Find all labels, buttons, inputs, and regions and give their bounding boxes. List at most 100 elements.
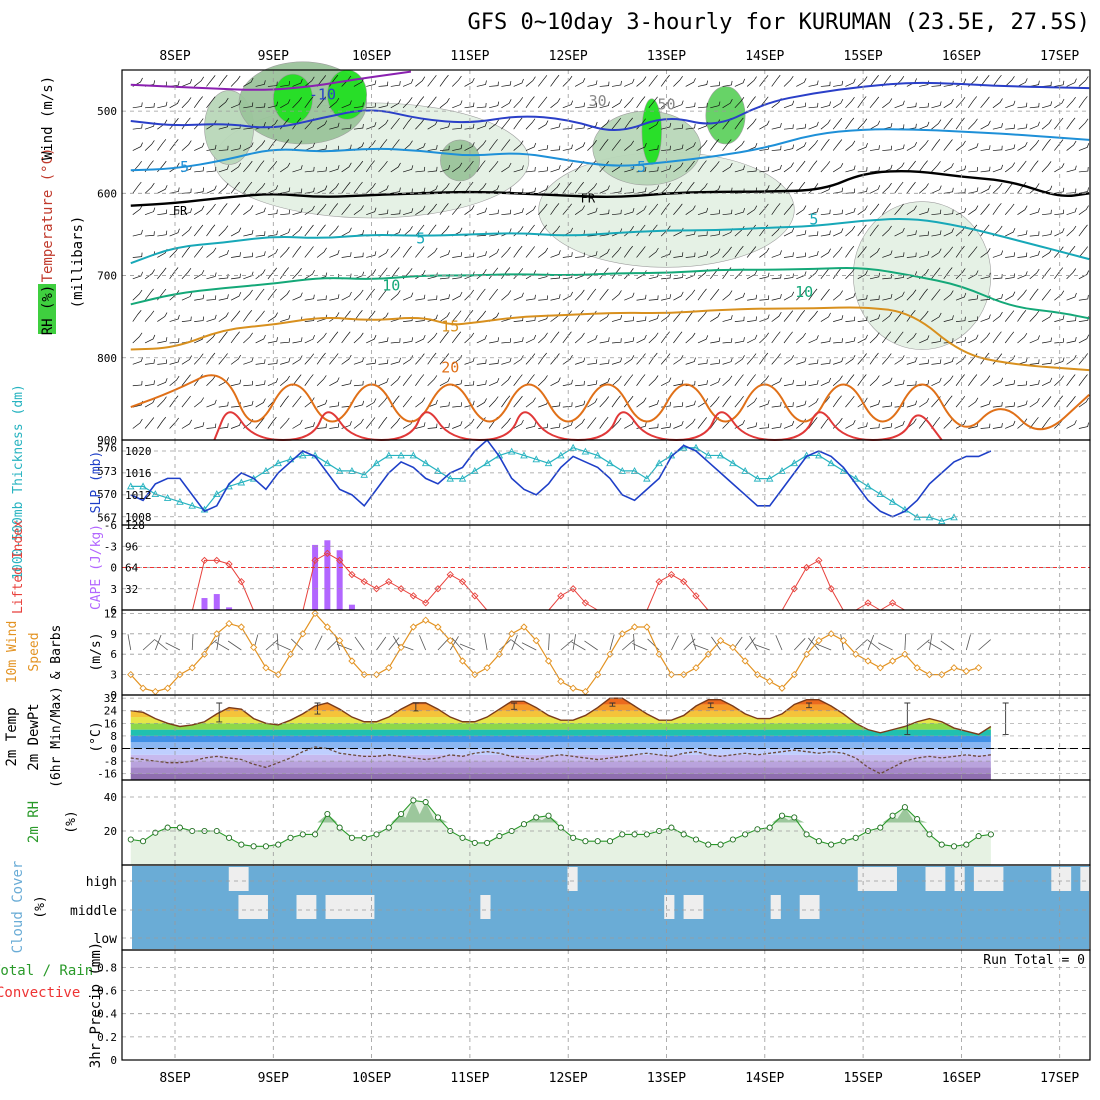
wind-barb [624, 78, 635, 87]
temp-band [130, 729, 991, 736]
wind-barb [169, 267, 179, 280]
wind-barb [243, 102, 254, 109]
wind-barb [820, 161, 831, 173]
cloud-high-gap [867, 867, 878, 891]
rh-marker [840, 838, 847, 845]
wind-barb [673, 124, 684, 130]
wind-barb [599, 337, 610, 344]
wind-barb [943, 395, 953, 408]
rh-humidity-blob [440, 139, 481, 182]
wind-barb [169, 314, 180, 322]
cape-bar [336, 550, 343, 610]
ylabel-precip: 3hr Precip (mm) [88, 942, 104, 1068]
wind-barb [538, 120, 549, 130]
wind-barb [501, 80, 512, 87]
wind-barb [292, 355, 303, 365]
wind-barb [378, 248, 389, 258]
wind-barb [661, 250, 672, 258]
wind-barb [599, 377, 610, 387]
wind-barb [329, 401, 340, 408]
wind-speed-marker [569, 684, 577, 692]
wind-barb [366, 80, 377, 87]
wind-barb [267, 267, 277, 280]
wind-barb [648, 423, 659, 429]
wind-barb [255, 140, 266, 151]
wind-barb [538, 375, 548, 386]
wind-barb [464, 77, 475, 87]
wind-speed-marker [692, 664, 700, 672]
wind-barb [734, 117, 744, 130]
rh-marker [877, 824, 884, 831]
wind-barb [279, 267, 289, 280]
wind-barb [722, 246, 732, 258]
thickness-marker [299, 451, 307, 459]
wind-barb [648, 332, 659, 344]
minmax-marker [511, 702, 518, 710]
wind-barb [759, 295, 770, 301]
wind-barb [587, 398, 598, 408]
wind-barb [1054, 267, 1064, 280]
wind-barb [660, 353, 671, 365]
wind-barb [353, 181, 363, 194]
rh-marker [692, 836, 700, 843]
ylabel-cape: CAPE (J/kg) [89, 524, 104, 610]
wind-barb [206, 75, 216, 87]
slp-tick: 1008 [125, 511, 152, 524]
wind-barb [771, 164, 782, 173]
wind-barb [624, 140, 635, 151]
cloud-middle-gap [335, 895, 346, 919]
wind-barb [304, 76, 315, 87]
ylabel-minmax: (6hr Min/Max) [49, 686, 64, 788]
wind-barb [1066, 188, 1077, 194]
lifted-index-marker [372, 585, 381, 593]
wind-barb [882, 225, 892, 237]
wind-speed-marker [962, 667, 970, 675]
wind-speed-marker [913, 664, 921, 672]
wind-barb [587, 121, 598, 130]
wind-barb [1078, 143, 1090, 151]
wind-barb [157, 378, 168, 387]
wind-barb [144, 182, 155, 194]
wind-speed-marker [815, 636, 823, 645]
wind-barb [771, 74, 781, 87]
wind-speed-marker [876, 664, 884, 672]
wind-barb [1066, 268, 1077, 280]
wind-barb [279, 246, 290, 258]
wind-barb [378, 119, 389, 130]
wind-barb [488, 248, 500, 258]
wind-barb [845, 78, 856, 87]
wind-barb [882, 145, 892, 151]
wind-barb [783, 273, 794, 280]
wind-barb [550, 250, 561, 258]
wind-barb [857, 374, 867, 386]
wind-barb [550, 203, 560, 215]
wind-barb [181, 226, 192, 237]
wind-barb [1054, 315, 1065, 322]
wind-barb [783, 144, 795, 151]
wind-barb [882, 401, 893, 408]
surface-wind-barb [215, 641, 230, 651]
cloud-high-gap [973, 867, 985, 891]
wind-barb [648, 203, 659, 215]
wind-barb [747, 142, 758, 151]
surface-wind-barb [548, 634, 550, 651]
wind-barb [943, 228, 954, 237]
wind-barb [943, 80, 954, 87]
wind-barb [722, 80, 733, 87]
ylabel-rh-unit: (%) [64, 810, 79, 833]
wind-barb [439, 250, 451, 258]
wind-barb [341, 291, 352, 301]
lifted-index-marker [569, 585, 577, 593]
wind-barb [390, 117, 400, 130]
wind-barb [722, 267, 732, 280]
lifted-index-line [855, 602, 881, 611]
wind-barb [255, 182, 266, 194]
wind-barb [562, 402, 573, 408]
wind-barb [857, 353, 867, 365]
rh-marker [361, 834, 368, 841]
ylabel-precip-convective: Convective [0, 985, 80, 1001]
wind-speed-marker [237, 623, 245, 631]
wind-barb [882, 250, 893, 258]
surface-wind-barb [165, 642, 181, 651]
wind-barb [378, 267, 388, 280]
